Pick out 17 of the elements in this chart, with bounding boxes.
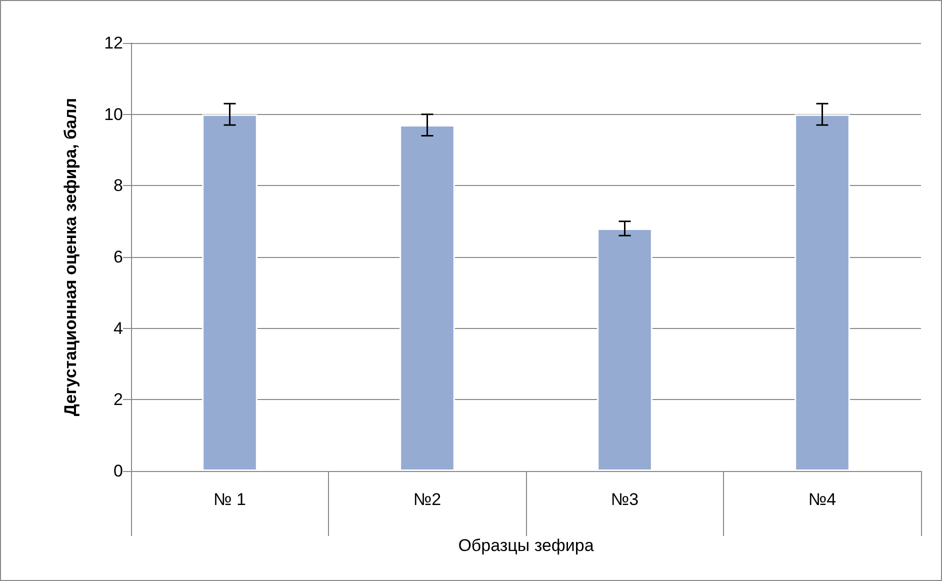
y-tick-label: 12 [104, 34, 123, 52]
bar [400, 125, 455, 471]
y-tick-label: 10 [104, 104, 123, 124]
x-tick-label: №4 [808, 490, 836, 509]
y-tick-label: 8 [114, 176, 123, 196]
bar [597, 228, 652, 471]
y-tick-label: 6 [114, 248, 123, 266]
y-tick-label: 4 [114, 318, 123, 338]
x-tick-label: №3 [610, 490, 639, 509]
x-tick-label: № 1 [214, 490, 246, 509]
y-axis-title: Дегустационная оценка зефира, балл [61, 98, 80, 416]
y-tick-label: 2 [114, 390, 123, 410]
bar [794, 114, 850, 471]
x-tick-label: №2 [413, 490, 442, 509]
bar [202, 114, 258, 471]
y-tick-label: 0 [114, 462, 123, 480]
x-axis-title: Образцы зефира [458, 536, 594, 555]
